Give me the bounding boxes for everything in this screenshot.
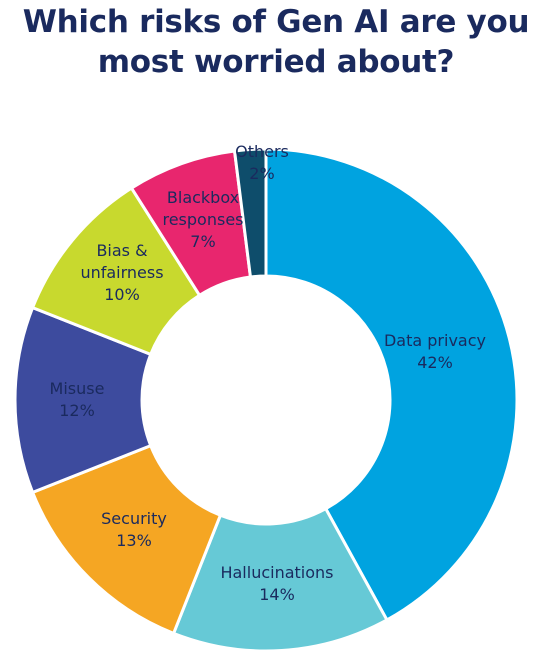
- slice-value-label: 7%: [190, 232, 215, 251]
- label-hallucinations: Hallucinations 14%: [220, 563, 333, 604]
- slice-category-label: Blackbox: [167, 188, 239, 207]
- slice-category-label: responses: [162, 210, 243, 229]
- slice-data-privacy: [264, 147, 519, 622]
- label-security: Security 13%: [101, 509, 167, 550]
- label-data-privacy: Data privacy 42%: [384, 331, 486, 372]
- slice-security: [31, 444, 222, 635]
- label-misuse: Misuse 12%: [50, 379, 105, 420]
- slice-value-label: 12%: [59, 401, 95, 420]
- slice-others: [233, 147, 268, 279]
- slice-category-label: unfairness: [80, 263, 163, 282]
- slice-category-label: Others: [235, 142, 289, 161]
- slice-category-label: Hallucinations: [220, 563, 333, 582]
- slice-category-label: Security: [101, 509, 167, 528]
- label-bias-unfairness: Bias & unfairness 10%: [80, 241, 163, 304]
- slice-category-label: Misuse: [50, 379, 105, 398]
- donut-labels: Data privacy 42% Hallucinations 14% Security…: [50, 142, 486, 604]
- chart-title-line-2: most worried about?: [97, 44, 455, 80]
- slice-value-label: 2%: [249, 164, 274, 183]
- slice-value-label: 10%: [104, 285, 140, 304]
- slice-category-label: Data privacy: [384, 331, 486, 350]
- slice-value-label: 13%: [116, 531, 152, 550]
- label-blackbox-responses: Blackbox responses 7%: [162, 188, 243, 251]
- donut-slices: [13, 147, 519, 653]
- chart-title-line-1: Which risks of Gen AI are you: [22, 4, 530, 40]
- label-others: Others 2%: [235, 142, 289, 183]
- slice-category-label: Bias &: [96, 241, 147, 260]
- chart-title: Which risks of Gen AI are you most worri…: [0, 2, 552, 82]
- slice-hallucinations: [172, 507, 389, 653]
- slice-value-label: 42%: [417, 353, 453, 372]
- slice-value-label: 14%: [259, 585, 295, 604]
